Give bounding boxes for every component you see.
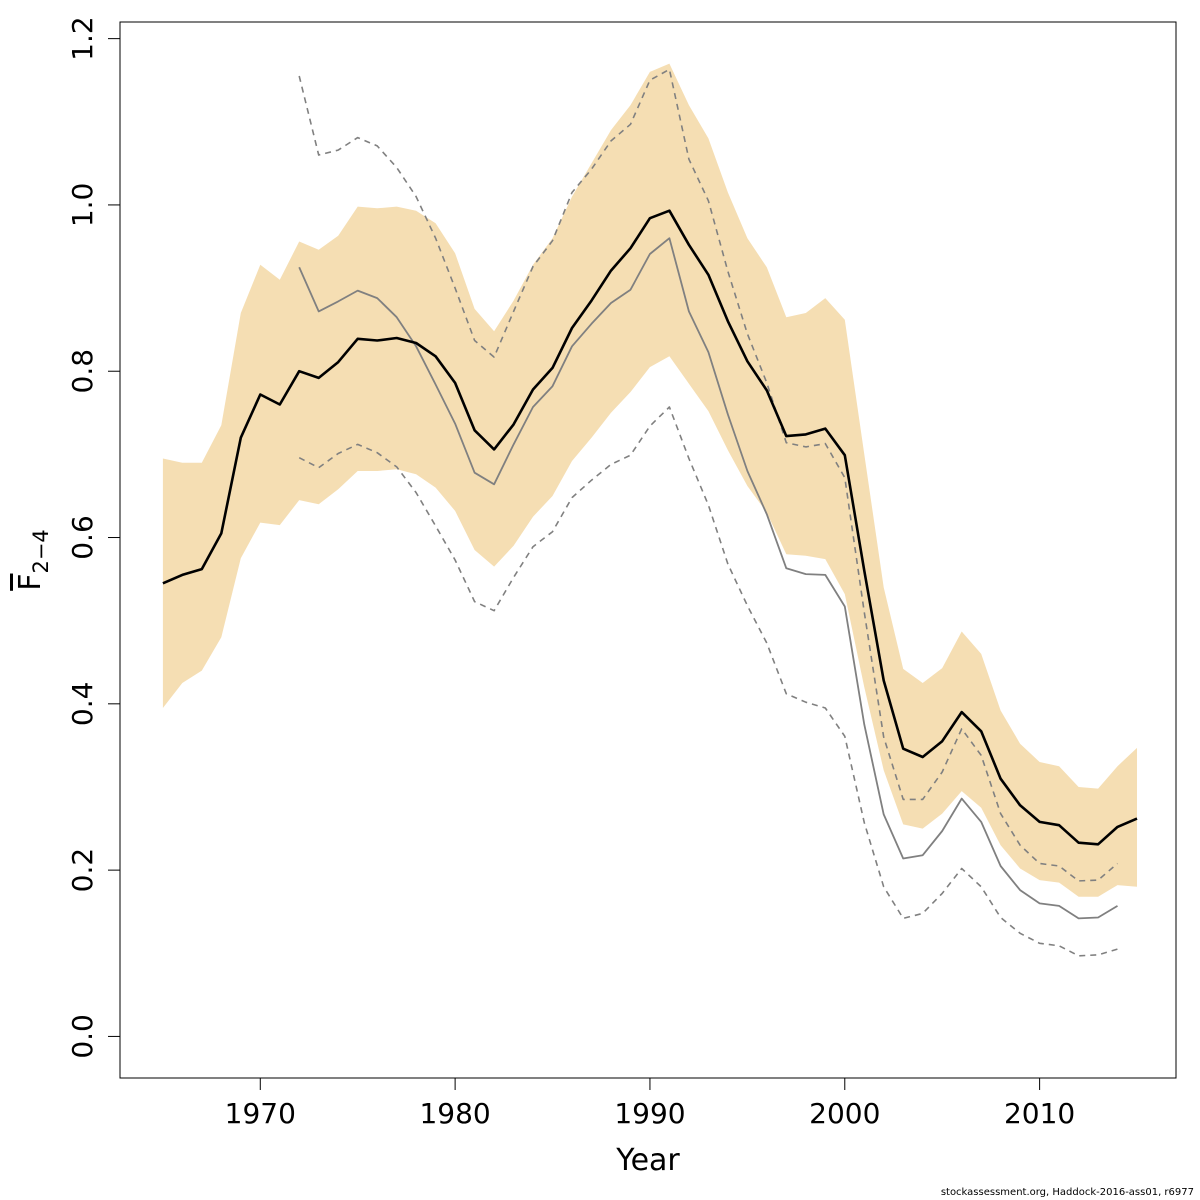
svg-text:F2−4: F2−4 (13, 529, 53, 591)
x-axis-title: Year (615, 1143, 680, 1178)
y-tick-label: 0.2 (66, 848, 99, 893)
y-axis-title-base: F (13, 574, 48, 591)
y-tick-label: 0.8 (66, 349, 99, 394)
y-axis-title-subscript: 2−4 (29, 529, 53, 573)
series-line-2 (298, 237, 1118, 920)
x-tick-label: 1990 (614, 1097, 685, 1130)
x-tick-label: 1980 (419, 1097, 490, 1130)
series-line-1 (162, 209, 1138, 846)
series-line-4 (298, 406, 1118, 957)
series-line-3 (298, 68, 1119, 882)
x-tick-label: 2000 (809, 1097, 880, 1130)
confidence-band-layer (162, 63, 1137, 897)
y-axis: 0.0 0.2 0.4 0.6 0.8 1.0 1.2 (66, 16, 121, 1059)
y-tick-label: 0.6 (66, 515, 99, 560)
x-axis: 1970 1980 1990 2000 2010 (225, 1077, 1075, 1130)
y-tick-label: 1.2 (66, 16, 99, 61)
y-tick-label: 0.4 (66, 682, 99, 727)
series-layer (162, 68, 1138, 957)
x-tick-label: 2010 (1004, 1097, 1075, 1130)
y-tick-label: 0.0 (66, 1014, 99, 1059)
y-tick-label: 1.0 (66, 183, 99, 228)
credit-text: stockassessment.org, Haddock-2016-ass01,… (940, 1187, 1194, 1198)
x-tick-label: 1970 (225, 1097, 296, 1130)
y-axis-title: F2−4 (13, 529, 53, 591)
confidence-band (162, 63, 1137, 897)
